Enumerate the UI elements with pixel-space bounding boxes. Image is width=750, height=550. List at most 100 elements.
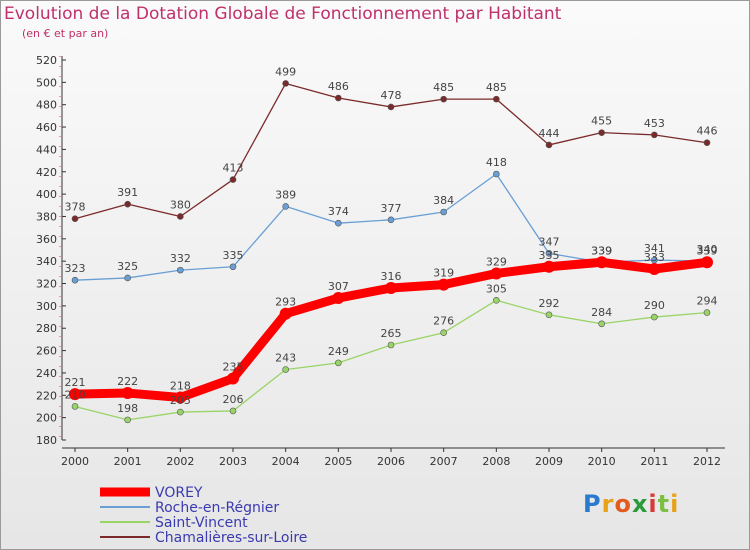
data-label: 378 xyxy=(65,201,86,214)
data-point xyxy=(229,263,237,271)
data-label: 340 xyxy=(697,243,718,256)
data-label: 499 xyxy=(275,65,296,78)
data-label: 323 xyxy=(65,262,86,275)
data-label: 389 xyxy=(275,188,296,201)
y-tick-label: 320 xyxy=(36,278,57,291)
data-label: 347 xyxy=(539,235,560,248)
data-point xyxy=(545,141,553,149)
data-point xyxy=(387,103,395,111)
data-label: 319 xyxy=(433,267,454,280)
data-label: 444 xyxy=(539,127,560,140)
axes: 180 200 220 240 260 280 300 320 340 360 380 400 420 4… xyxy=(36,54,725,468)
y-tick-label: 200 xyxy=(36,412,57,425)
data-label: 374 xyxy=(328,205,349,218)
data-point xyxy=(177,408,184,416)
data-label: 335 xyxy=(539,249,560,262)
series-lines xyxy=(69,80,713,424)
data-point xyxy=(387,216,395,224)
x-tick-label: 2011 xyxy=(640,455,668,468)
data-point xyxy=(545,250,553,257)
y-tick-label: 260 xyxy=(36,345,57,358)
data-point xyxy=(651,313,658,321)
data-point xyxy=(703,139,711,147)
data-label: 333 xyxy=(644,251,665,264)
data-label: 332 xyxy=(170,252,191,265)
chart-subtitle: (en € et par an) xyxy=(22,27,109,40)
y-tick-label: 220 xyxy=(36,389,57,402)
data-label: 380 xyxy=(170,198,191,211)
data-point xyxy=(598,320,605,328)
data-label: 339 xyxy=(591,244,612,257)
data-point xyxy=(332,292,345,305)
data-label: 293 xyxy=(275,296,296,309)
data-label: 485 xyxy=(433,81,454,94)
data-label: 249 xyxy=(328,345,349,358)
data-label: 205 xyxy=(170,394,191,407)
data-label: 341 xyxy=(644,242,665,255)
data-label: 284 xyxy=(591,306,612,319)
data-labels: 378 391 380 413 499 486 478 485 485 444 455 453 446 3… xyxy=(65,65,718,414)
y-tick-label: 240 xyxy=(36,367,57,380)
legend-label: Chamalières-sur-Loire xyxy=(155,530,307,546)
data-point xyxy=(490,267,503,280)
data-point xyxy=(493,170,500,178)
data-point xyxy=(335,359,342,367)
x-tick-label: 2010 xyxy=(588,455,616,468)
data-point xyxy=(335,94,342,102)
data-label: 276 xyxy=(433,315,454,328)
data-point xyxy=(71,215,79,223)
data-label: 243 xyxy=(275,352,296,365)
x-tick-label: 2007 xyxy=(430,455,458,468)
data-label: 292 xyxy=(539,297,560,310)
data-point xyxy=(177,266,184,274)
data-label: 478 xyxy=(381,89,402,102)
y-tick-label: 520 xyxy=(36,54,57,67)
y-tick-label: 340 xyxy=(36,255,57,268)
x-tick-label: 2005 xyxy=(324,455,352,468)
data-point xyxy=(124,416,131,424)
data-point xyxy=(282,80,289,87)
data-label: 413 xyxy=(223,162,244,175)
chart-title: Evolution de la Dotation Globale de Fonc… xyxy=(4,4,562,24)
x-tick-label: 2008 xyxy=(482,455,510,468)
data-point xyxy=(71,403,79,410)
legend: VOREYRoche-en-RégnierSaint-VincentChamal… xyxy=(100,485,307,546)
x-tick-label: 2003 xyxy=(219,455,247,468)
data-point xyxy=(227,372,239,385)
data-point xyxy=(229,176,237,183)
data-label: 391 xyxy=(117,186,138,199)
data-label: 329 xyxy=(486,255,507,268)
data-label: 222 xyxy=(117,375,138,388)
data-point xyxy=(282,366,289,373)
y-tick-label: 380 xyxy=(36,210,57,223)
y-tick-label: 420 xyxy=(36,166,57,179)
y-tick-label: 460 xyxy=(36,121,57,134)
data-point xyxy=(69,388,81,401)
data-label: 325 xyxy=(117,260,138,273)
x-tick-label: 2012 xyxy=(693,455,721,468)
data-point xyxy=(493,95,500,103)
legend-label: Roche-en-Régnier xyxy=(155,500,279,516)
data-label: 206 xyxy=(223,393,244,406)
data-point xyxy=(648,263,661,275)
data-point xyxy=(177,213,184,220)
data-label: 339 xyxy=(697,244,718,257)
data-point xyxy=(385,282,397,294)
data-point xyxy=(493,296,500,304)
legend-label: Saint-Vincent xyxy=(155,515,248,531)
data-point xyxy=(71,276,79,284)
data-point xyxy=(651,131,658,139)
data-point xyxy=(279,307,292,320)
data-point xyxy=(124,200,131,208)
y-tick-label: 500 xyxy=(36,76,57,89)
x-tick-label: 2000 xyxy=(61,455,89,468)
x-tick-label: 2009 xyxy=(535,455,563,468)
data-point xyxy=(440,95,447,103)
data-point xyxy=(437,278,450,291)
y-tick-label: 280 xyxy=(36,322,57,335)
data-label: 316 xyxy=(381,270,402,283)
data-label: 218 xyxy=(170,380,191,393)
data-label: 210 xyxy=(65,388,86,401)
data-point xyxy=(335,219,342,227)
y-tick-label: 480 xyxy=(36,99,57,112)
